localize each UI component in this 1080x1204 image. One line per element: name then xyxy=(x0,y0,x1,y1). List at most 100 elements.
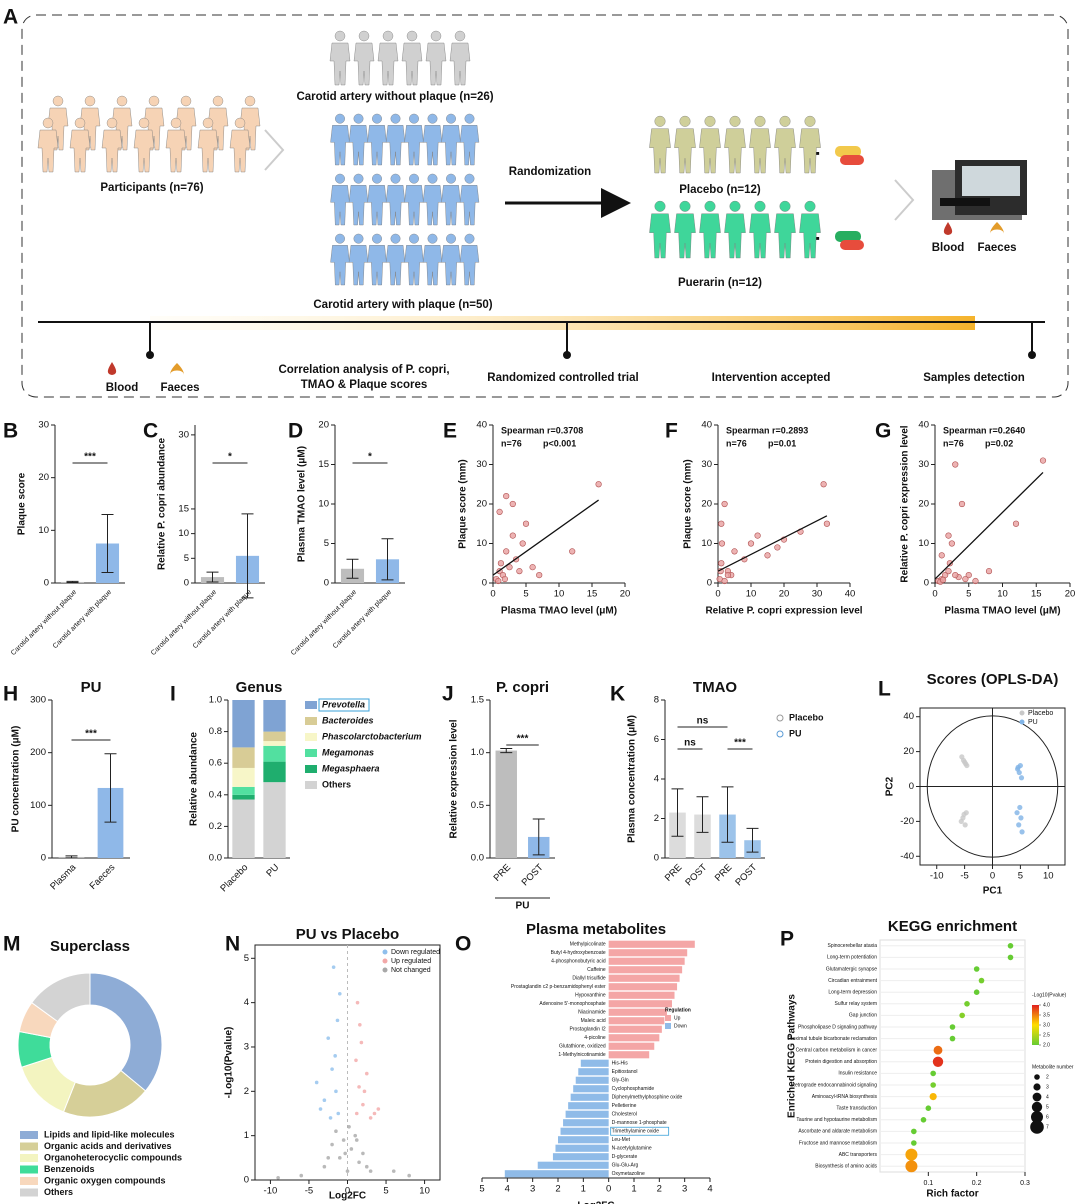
timeline-label: TMAO & Plaque scores xyxy=(301,379,428,391)
point xyxy=(506,564,513,571)
x-tick-label: Carotid artery with plaque xyxy=(192,589,253,650)
fit-line xyxy=(492,499,599,576)
bubble xyxy=(911,1140,917,1146)
legend-swatch xyxy=(20,1154,38,1162)
point xyxy=(322,1164,327,1169)
category-label: Biosynthesis of amino acids xyxy=(815,1164,877,1170)
bar-segment xyxy=(263,700,286,732)
bar xyxy=(578,1068,609,1076)
legend-label: Others xyxy=(322,779,351,789)
person-head xyxy=(372,173,382,184)
y-tick-label: 0 xyxy=(482,578,487,589)
x-tick-label: Faeces xyxy=(88,862,118,892)
person-body xyxy=(774,128,796,174)
point xyxy=(965,571,972,579)
person-head xyxy=(454,30,466,42)
person-head xyxy=(427,233,438,244)
x-tick-label: 0.3 xyxy=(1020,1180,1030,1187)
significance-label: ns xyxy=(684,738,696,749)
person-head xyxy=(409,113,419,124)
colorbar-label: 2.0 xyxy=(1043,1042,1050,1048)
x-tick-label: 2 xyxy=(555,1184,560,1195)
person-body xyxy=(165,129,187,173)
x-tick-label: 0 xyxy=(606,1184,611,1195)
x-tick-label: 20 xyxy=(1065,589,1076,600)
person-body xyxy=(367,245,387,286)
category-label: Proximal tubule bicarbonate reclamation xyxy=(788,1036,877,1042)
panel-letter: C xyxy=(143,420,158,443)
y-tick-label: 30 xyxy=(178,429,189,440)
y-tick-label: 30 xyxy=(38,420,49,431)
point xyxy=(503,493,510,500)
person-body xyxy=(724,128,746,174)
dashed-frame xyxy=(21,14,1069,398)
error-bar xyxy=(721,786,734,843)
point xyxy=(361,1151,365,1156)
y-tick-label: 0.4 xyxy=(209,789,222,800)
point xyxy=(721,500,728,508)
x-tick-label: 0.1 xyxy=(923,1180,933,1187)
size-legend-marker xyxy=(1034,1074,1040,1080)
panel-letter: L xyxy=(878,678,891,701)
legend-marker xyxy=(776,730,784,738)
chart-title: Superclass xyxy=(50,938,130,955)
bar-segment xyxy=(232,786,255,795)
person-body xyxy=(649,128,671,174)
bar xyxy=(580,1059,609,1067)
x-axis-label: PC1 xyxy=(983,886,1003,897)
legend-label: PU xyxy=(1028,719,1038,726)
fit-line xyxy=(717,515,828,572)
panel-a: A Carotid artery without plaque (n=26) P… xyxy=(3,6,1069,398)
bar xyxy=(563,1119,609,1127)
person-body xyxy=(774,213,796,259)
bubble xyxy=(949,1024,956,1030)
significance-label: * xyxy=(368,452,372,463)
y-tick-label: 200 xyxy=(30,747,46,758)
y-tick-label: 6 xyxy=(654,734,659,745)
point xyxy=(529,564,536,571)
legend-label: Others xyxy=(44,1187,73,1197)
annotation: Spearman r=0.2893 xyxy=(726,425,808,435)
legend-label: Not changed xyxy=(391,967,431,974)
point xyxy=(754,532,761,539)
x-tick-label: 15 xyxy=(587,589,598,600)
point xyxy=(1016,769,1022,776)
group-label: Puerarin (n=12) xyxy=(678,277,762,289)
point xyxy=(501,575,508,583)
point xyxy=(276,1175,280,1180)
x-tick-label: Carotid artery without plaque xyxy=(290,589,358,657)
error-bar xyxy=(104,753,117,823)
person-body xyxy=(449,42,471,86)
category-label: Protein digestion and absorption xyxy=(805,1059,877,1065)
person-body xyxy=(459,185,480,226)
person-body xyxy=(441,245,461,286)
point xyxy=(724,571,732,579)
x-axis-label: Log2FC xyxy=(329,1191,366,1202)
y-tick-label: 40 xyxy=(476,420,487,431)
person-head xyxy=(704,200,716,212)
panel-letter: K xyxy=(610,683,625,706)
y-tick-label: 3 xyxy=(244,1041,249,1052)
person-head xyxy=(334,30,346,42)
person-body xyxy=(330,125,350,166)
legend-swatch xyxy=(305,765,317,773)
point xyxy=(353,1133,358,1138)
legend-swatch xyxy=(305,701,317,709)
significance-label: *** xyxy=(517,734,529,745)
y-tick-label: 0.0 xyxy=(471,853,484,864)
point xyxy=(347,1124,351,1129)
person-head xyxy=(353,233,364,244)
person-body xyxy=(69,129,91,173)
legend-label: Up regulated xyxy=(391,958,431,965)
point xyxy=(364,1164,369,1169)
y-tick-label: 20 xyxy=(918,499,929,510)
category-label: Pelletierine xyxy=(612,1103,637,1109)
legend-label: Megasphaera xyxy=(322,763,380,773)
point xyxy=(355,1000,360,1005)
error-bar xyxy=(66,580,79,583)
category-label: 1-Methylnicotinamide xyxy=(558,1052,605,1058)
x-tick-label: 10 xyxy=(554,589,565,600)
annotation: p=0.01 xyxy=(768,438,796,448)
person-body xyxy=(404,245,424,286)
person-head xyxy=(390,173,401,184)
